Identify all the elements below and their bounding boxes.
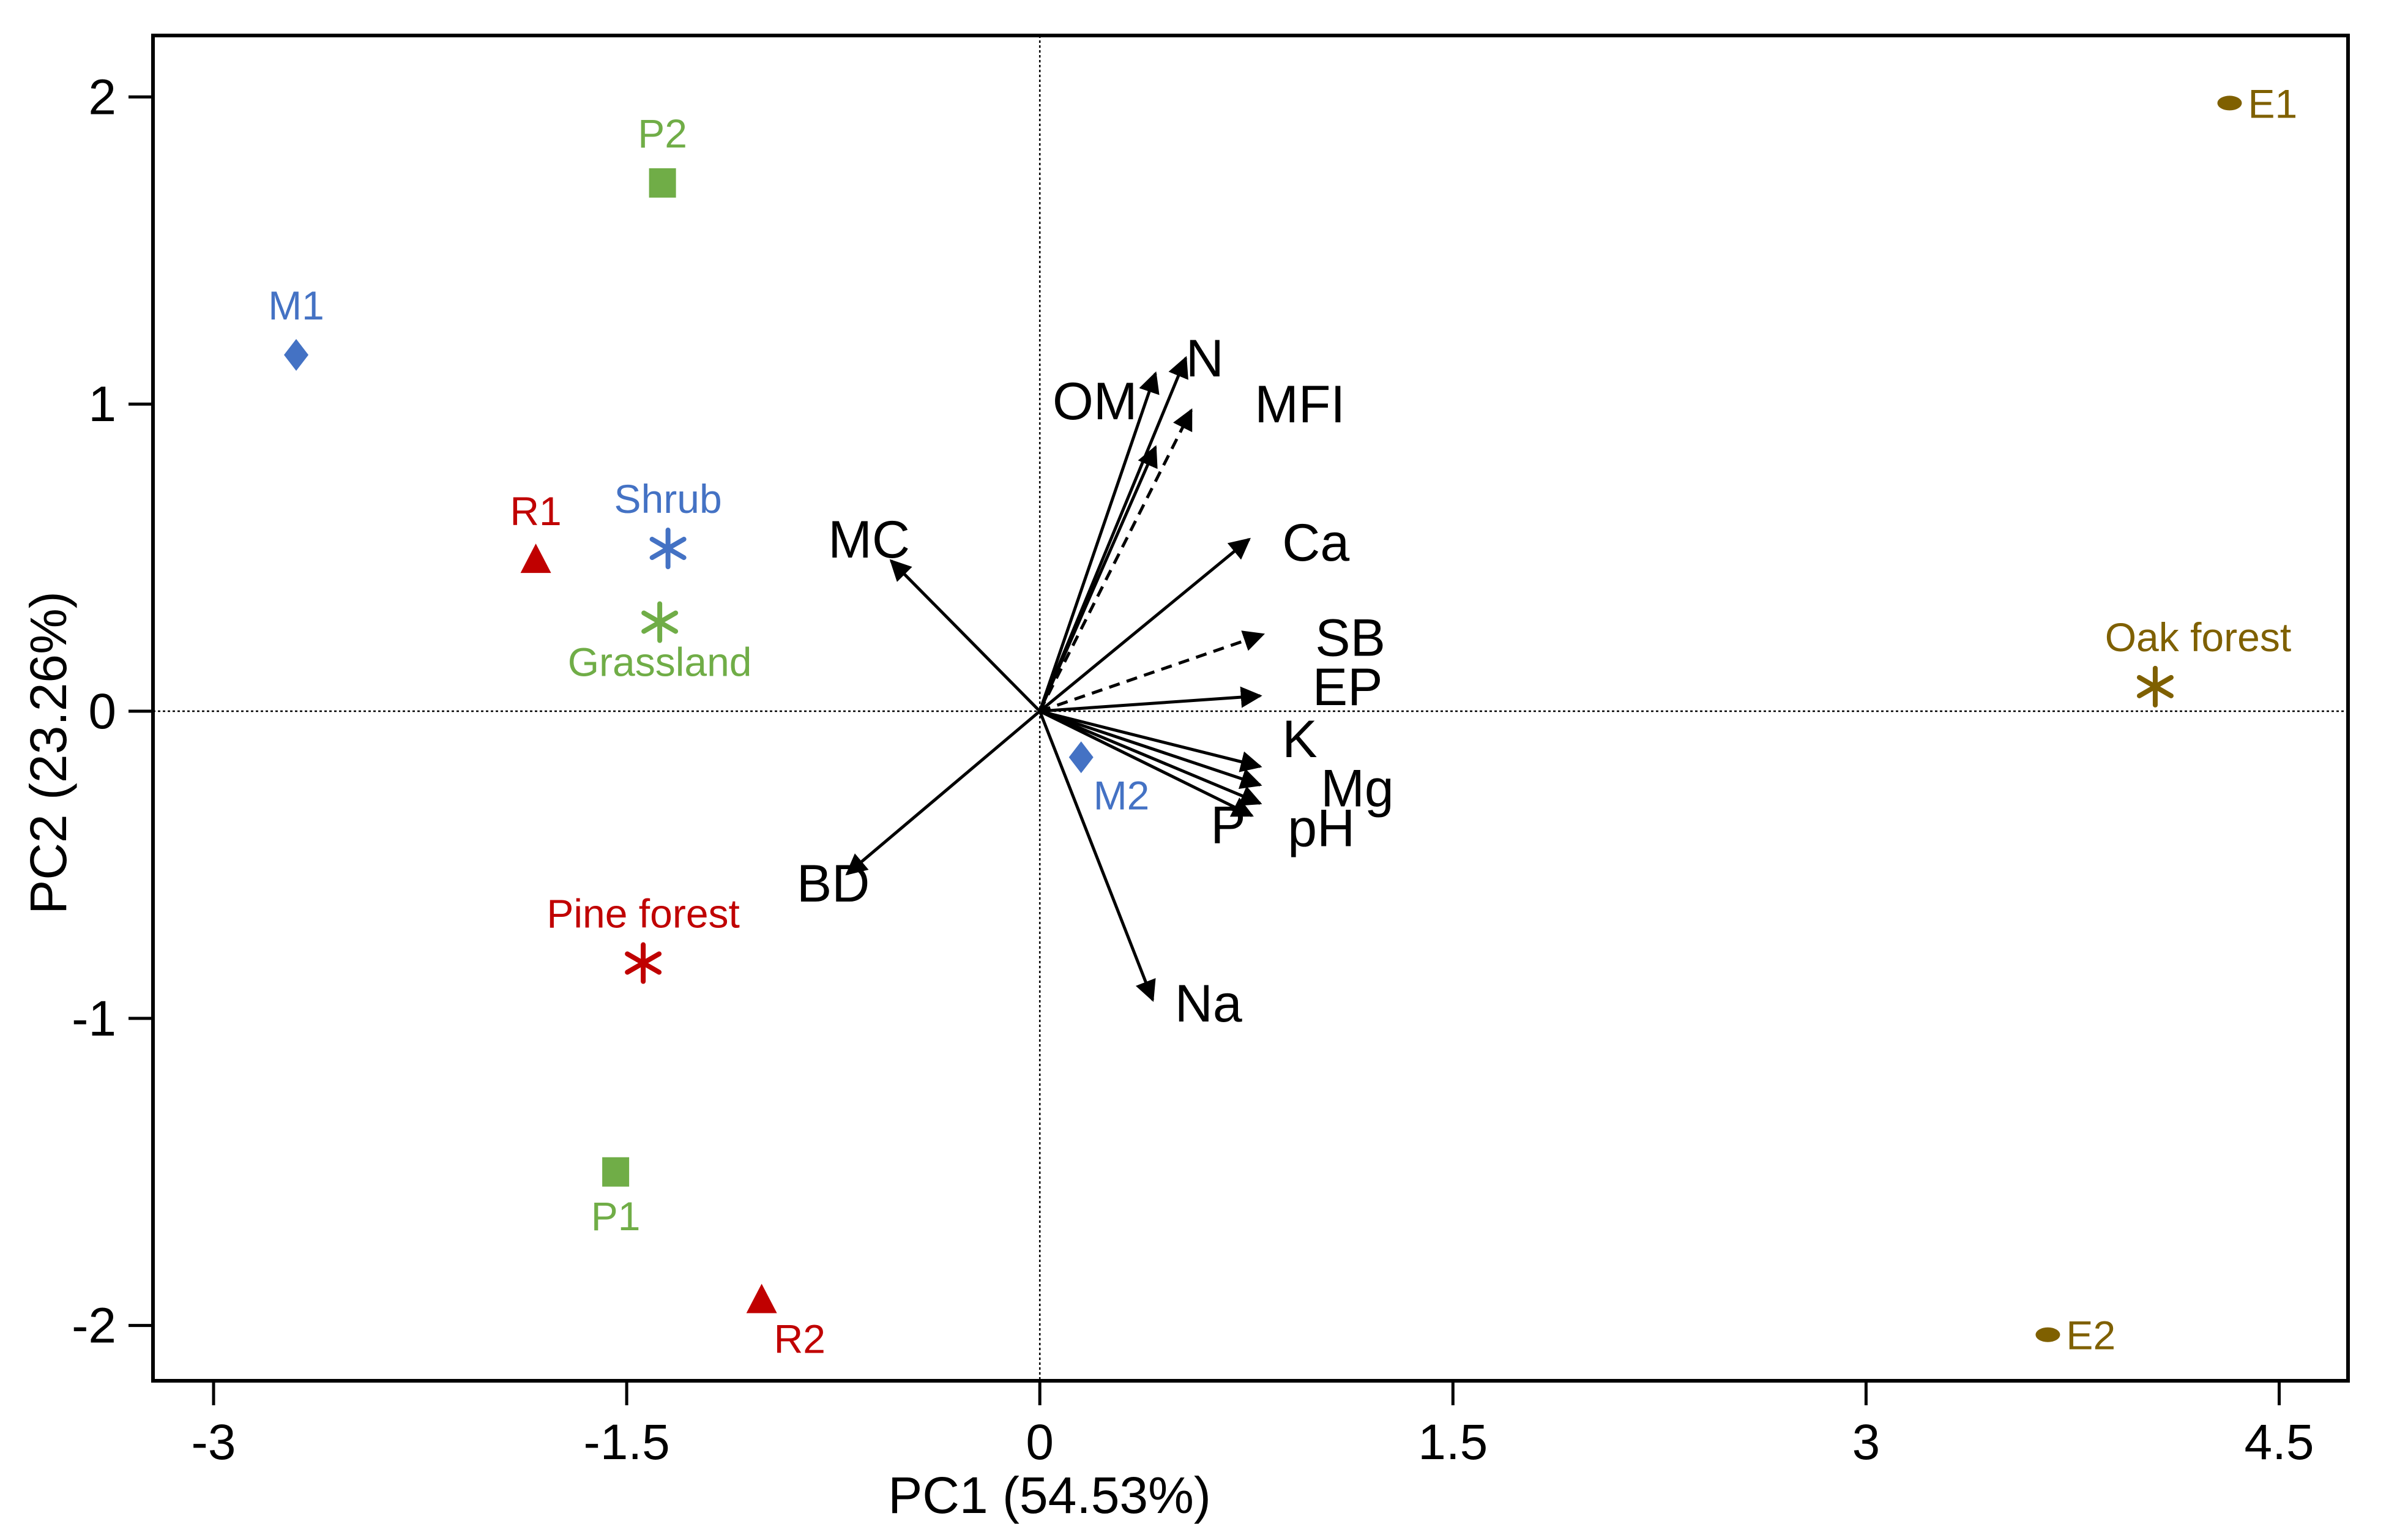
sample-e2-label: E2 bbox=[2066, 1313, 2115, 1358]
centroid-grassland-asterisk-icon bbox=[641, 601, 679, 643]
loading-arrow-k bbox=[1039, 709, 1262, 772]
loading-label-n: N bbox=[1186, 329, 1224, 388]
centroid-shrub-asterisk-icon bbox=[649, 528, 687, 570]
loading-arrow-bd bbox=[845, 710, 1041, 876]
centroid-grassland-label: Grassland bbox=[568, 639, 752, 684]
loading-label-om: OM bbox=[1053, 372, 1138, 431]
sample-p1-square-icon bbox=[602, 1157, 630, 1187]
loading-label-ca: Ca bbox=[1282, 514, 1349, 572]
x-tick-label: 1.5 bbox=[1418, 1414, 1488, 1470]
loading-label-mfi: MFI bbox=[1254, 375, 1345, 434]
sample-p2-square-icon bbox=[649, 168, 676, 198]
group-centroids: Shrub Grassland Pine forest Oak forest bbox=[546, 476, 2291, 984]
loading-label-ph: pH bbox=[1288, 799, 1355, 858]
y-tick-label: -2 bbox=[72, 1298, 116, 1354]
loading-label-mc: MC bbox=[828, 510, 910, 569]
loading-label-k: K bbox=[1282, 710, 1317, 769]
x-tick-label: 3 bbox=[1852, 1414, 1881, 1470]
y-tick-label: 0 bbox=[88, 684, 116, 739]
asterisk-stroke bbox=[2136, 674, 2174, 698]
loading-label-p: P bbox=[1210, 796, 1245, 855]
y-axis-title: PC2 (23.26%) bbox=[20, 591, 77, 914]
sample-r1-triangle-icon bbox=[520, 543, 551, 573]
asterisk-stroke bbox=[625, 951, 662, 975]
centroid-oak-forest-asterisk-icon bbox=[2136, 665, 2174, 708]
x-tick-label: -3 bbox=[192, 1414, 236, 1470]
centroid-pine-forest-asterisk-icon bbox=[625, 942, 662, 984]
sample-r2-label: R2 bbox=[774, 1317, 826, 1362]
loading-arrow-mc bbox=[889, 559, 1041, 712]
x-tick-label: -1.5 bbox=[583, 1414, 669, 1470]
loading-label-na: Na bbox=[1175, 974, 1242, 1033]
sample-r1-label: R1 bbox=[510, 488, 561, 534]
asterisk-stroke bbox=[649, 537, 687, 561]
y-axis: 2 1 0 -1 -2 bbox=[72, 69, 153, 1354]
x-tick-label: 0 bbox=[1026, 1414, 1054, 1470]
loading-arrow-ph bbox=[1039, 709, 1262, 806]
centroid-shrub-label: Shrub bbox=[614, 476, 722, 521]
loading-arrow-mg bbox=[1039, 709, 1262, 790]
loading-label-mg: Mg bbox=[1321, 759, 1393, 818]
sample-points: E1 E2 P2 P1 M1 M2 R1 R2 bbox=[268, 81, 2297, 1361]
centroid-oak-forest-label: Oak forest bbox=[2105, 614, 2291, 660]
loading-arrow-om bbox=[1038, 371, 1160, 712]
y-tick-label: 1 bbox=[88, 376, 116, 432]
loading-arrow-sb bbox=[1039, 630, 1266, 713]
x-axis: -3 -1.5 0 1.5 3 4.5 bbox=[192, 1381, 2314, 1470]
sample-e1-label: E1 bbox=[2248, 81, 2297, 126]
sample-m2-diamond-icon bbox=[1068, 741, 1094, 774]
sample-p2-label: P2 bbox=[638, 111, 687, 156]
loading-arrow-mfi bbox=[1038, 408, 1193, 712]
x-axis-title: PC1 (54.53%) bbox=[888, 1466, 1211, 1524]
plot-frame bbox=[151, 34, 2350, 1383]
y-tick-label: 2 bbox=[88, 69, 116, 125]
sample-r2-triangle-icon bbox=[746, 1283, 777, 1313]
reference-lines bbox=[153, 35, 2348, 1381]
y-tick-label: -1 bbox=[72, 991, 116, 1047]
loading-arrow-p bbox=[1039, 709, 1254, 817]
loading-label-ep: EP bbox=[1313, 658, 1383, 717]
sample-m2-label: M2 bbox=[1094, 772, 1150, 818]
loading-label-bd: BD bbox=[797, 854, 870, 913]
loading-arrow-na bbox=[1038, 711, 1156, 1002]
loading-arrow-n bbox=[1038, 356, 1188, 712]
loading-arrow-ca bbox=[1038, 537, 1251, 712]
sample-e2-ellipse-icon bbox=[2035, 1327, 2060, 1342]
loading-arrow-ep bbox=[1040, 686, 1262, 713]
loading-label-sb: SB bbox=[1315, 609, 1385, 668]
sample-m1-label: M1 bbox=[268, 283, 324, 328]
sample-m1-diamond-icon bbox=[284, 338, 309, 371]
asterisk-stroke bbox=[641, 610, 679, 634]
sample-p1-label: P1 bbox=[591, 1193, 641, 1239]
sample-e1-ellipse-icon bbox=[2217, 95, 2242, 111]
x-tick-label: 4.5 bbox=[2244, 1414, 2314, 1470]
centroid-pine-forest-label: Pine forest bbox=[546, 891, 740, 936]
